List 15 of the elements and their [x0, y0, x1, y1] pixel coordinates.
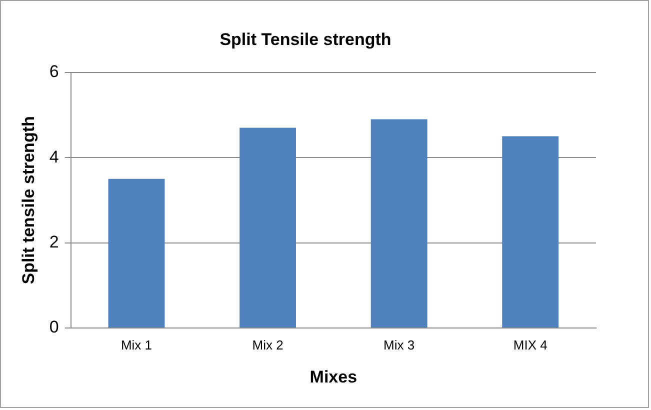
y-tick-label: 0 — [49, 318, 59, 337]
y-tick-label: 6 — [49, 62, 59, 82]
chart-title: Split Tensile strength — [220, 30, 392, 49]
x-axis-title: Mixes — [310, 367, 358, 386]
x-tick-label: Mix 3 — [384, 337, 415, 352]
bar — [370, 119, 428, 328]
bar — [240, 128, 296, 328]
bar — [108, 178, 165, 328]
bar — [502, 136, 559, 328]
y-tick-label: 2 — [49, 232, 59, 252]
y-axis-title: Split tensile strength — [18, 116, 38, 284]
y-tick-label: 4 — [49, 147, 59, 166]
x-tick-label: MIX 4 — [513, 337, 548, 352]
x-tick-label: Mix 2 — [252, 337, 284, 352]
x-tick-label: Mix 1 — [120, 337, 152, 352]
